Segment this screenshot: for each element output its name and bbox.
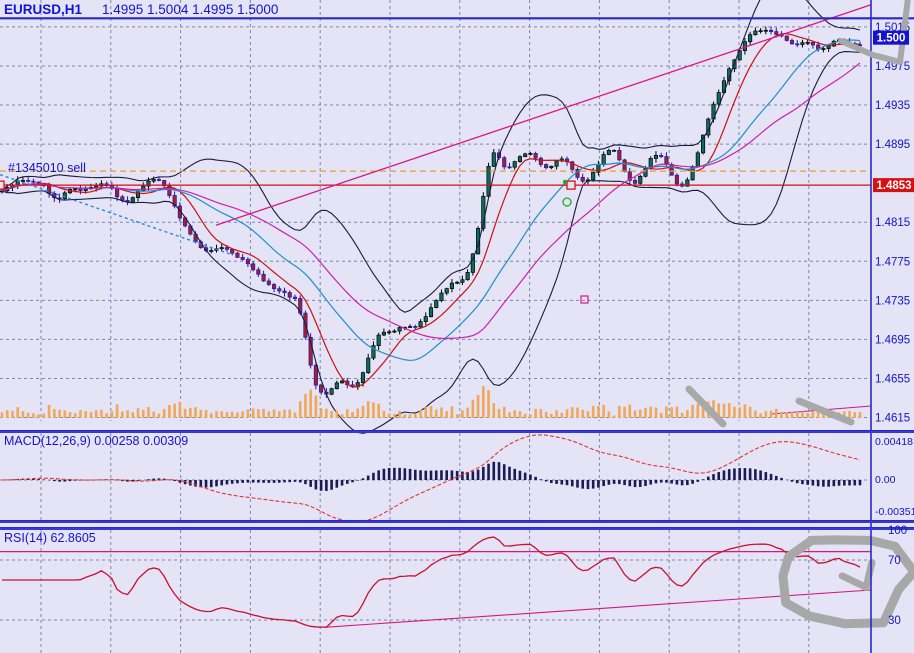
svg-text:-0.00351: -0.00351 — [875, 506, 914, 518]
svg-text:1.4735: 1.4735 — [875, 295, 910, 307]
svg-text:0.00418: 0.00418 — [875, 436, 913, 448]
svg-text:MACD(12,26,9) 0.00258 0.00309: MACD(12,26,9) 0.00258 0.00309 — [4, 434, 188, 448]
svg-text:1.4995 1.5004 1.4995 1.5000: 1.4995 1.5004 1.4995 1.5000 — [102, 2, 278, 17]
svg-text:100: 100 — [888, 525, 907, 537]
svg-text:1.4935: 1.4935 — [875, 100, 910, 112]
svg-text:#1345010 sell: #1345010 sell — [8, 161, 86, 175]
svg-text:1.4775: 1.4775 — [875, 256, 910, 268]
svg-text:EURUSD,H1: EURUSD,H1 — [4, 2, 83, 17]
svg-text:1.500: 1.500 — [877, 33, 906, 45]
svg-text:70: 70 — [888, 555, 901, 567]
svg-text:1.4895: 1.4895 — [875, 139, 910, 151]
svg-text:1.4695: 1.4695 — [875, 334, 910, 346]
svg-text:0.00: 0.00 — [875, 474, 896, 486]
svg-text:1.4655: 1.4655 — [875, 373, 910, 385]
svg-text:30: 30 — [888, 615, 901, 627]
svg-text:1.4815: 1.4815 — [875, 217, 910, 229]
svg-text:1.4853: 1.4853 — [876, 180, 911, 192]
svg-text:RSI(14) 62.8605: RSI(14) 62.8605 — [4, 531, 96, 545]
svg-text:1.4615: 1.4615 — [875, 413, 910, 425]
